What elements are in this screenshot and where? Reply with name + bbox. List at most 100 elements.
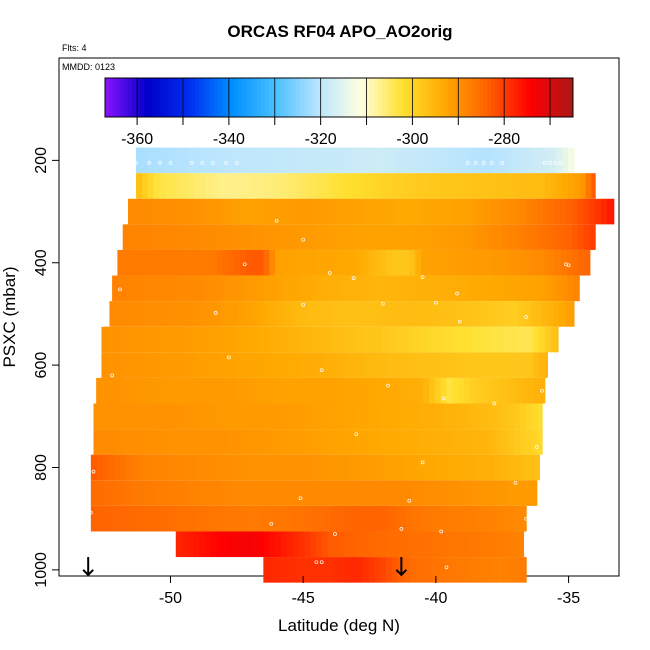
band-cell (131, 505, 139, 532)
band-cell (361, 198, 368, 225)
band-cell (441, 505, 448, 532)
band-cell (157, 429, 165, 455)
band-cell (245, 249, 253, 276)
band-cell (250, 198, 258, 225)
band-cell (356, 557, 364, 583)
band-cell (480, 326, 488, 353)
band-cell (270, 326, 278, 353)
band-cell (159, 352, 167, 378)
band-cell (402, 224, 410, 250)
band-cell (410, 352, 418, 378)
band-cell (247, 352, 254, 378)
band-cell (296, 301, 303, 327)
band-cell (240, 275, 247, 302)
band-cell (505, 454, 512, 481)
band-cell (360, 301, 367, 327)
band-cell (305, 352, 313, 378)
band-cell (365, 454, 372, 481)
band-cell (116, 403, 124, 430)
band-cell (429, 505, 436, 532)
band-cell (268, 403, 276, 430)
band-cell (146, 403, 153, 430)
band-cell (276, 173, 283, 199)
band-cell (206, 147, 213, 174)
band-cell (482, 505, 489, 532)
band-cell (281, 147, 289, 174)
band-cell (216, 403, 223, 430)
band-cell (481, 377, 488, 404)
band-cell (198, 429, 206, 455)
band-cell (240, 249, 247, 276)
band-cell (240, 531, 247, 558)
colorbar-cell (186, 78, 192, 117)
colorbar-cell (276, 78, 281, 117)
colorbar-cell (471, 78, 476, 117)
band-cell (380, 249, 387, 276)
track-point (327, 271, 332, 275)
band-cell (451, 147, 458, 174)
band-cell (214, 301, 221, 327)
band-cell (125, 480, 133, 506)
band-cell (538, 173, 546, 199)
band-cell (344, 403, 352, 430)
band-cell (121, 301, 128, 327)
band-cell (192, 224, 200, 250)
band-cell (147, 173, 155, 199)
band-cell (182, 173, 190, 199)
band-cell (324, 454, 331, 481)
band-cell (327, 224, 334, 250)
band-cell (192, 198, 199, 225)
band-cell (201, 377, 208, 404)
band-cell (349, 198, 357, 225)
band-cell (154, 326, 161, 353)
track-point (211, 161, 215, 165)
band-cell (549, 249, 556, 276)
band-cell (443, 224, 451, 250)
band-cell (242, 480, 250, 506)
x-tick-label: -45 (292, 590, 315, 607)
band-cell (262, 224, 270, 250)
band-cell (270, 147, 277, 174)
band-cell (186, 429, 194, 455)
band-cell (286, 429, 293, 455)
band-cell (272, 301, 280, 327)
band-cell (391, 249, 399, 276)
track-point (399, 527, 404, 531)
band-cell (286, 403, 293, 430)
band-cell (427, 173, 435, 199)
band-cell (157, 224, 165, 250)
band-cell (520, 531, 525, 558)
flight-track (88, 161, 571, 572)
band-cell (422, 352, 430, 378)
band-cell (282, 352, 289, 378)
band-cell (169, 403, 176, 430)
band-cell (254, 505, 261, 532)
band-cell (492, 352, 500, 378)
band-cell (107, 326, 114, 353)
band-cell (317, 326, 324, 353)
band-cell (253, 377, 261, 404)
band-cell (541, 301, 548, 327)
band-cell (531, 224, 538, 250)
band-cell (492, 173, 499, 199)
colorbar-cell (284, 78, 289, 117)
band-cell (437, 198, 444, 225)
band-cell (181, 224, 188, 250)
band-cell (544, 173, 552, 199)
band-cell (332, 429, 340, 455)
band-cell (402, 198, 409, 225)
band-cell (256, 224, 264, 250)
band-cell (255, 301, 262, 327)
band-cell (464, 377, 471, 404)
band-cell (455, 429, 462, 455)
band-cell (492, 147, 499, 174)
band-cell (123, 275, 131, 302)
band-cell (172, 480, 180, 506)
band-cell (366, 301, 373, 327)
band-cell (222, 531, 229, 558)
band-cell (152, 249, 159, 276)
band-cell (357, 173, 365, 199)
band-cell (446, 377, 453, 404)
track-point (481, 161, 486, 165)
track-point (269, 521, 274, 526)
